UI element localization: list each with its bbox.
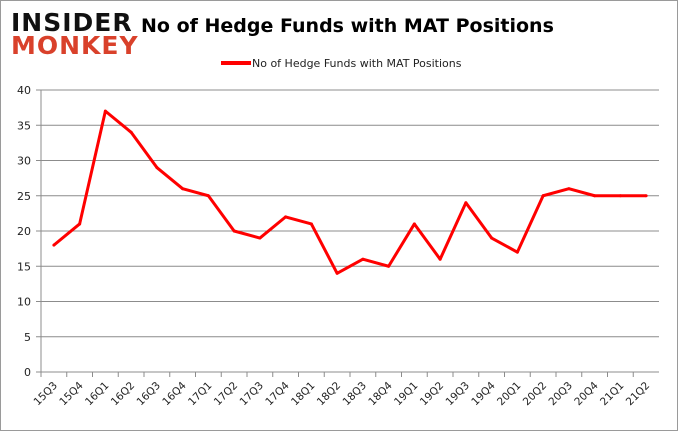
logo-monkey: MONKEY (11, 31, 139, 60)
x-tick-label: 18Q3 (340, 380, 369, 409)
y-tick-label: 0 (24, 366, 31, 379)
data-point (567, 187, 571, 191)
data-point (206, 194, 210, 198)
x-tick-label: 20Q2 (521, 380, 550, 409)
logo-insider: INSIDER (11, 8, 133, 37)
y-tick-label: 10 (17, 296, 31, 309)
x-tick-label: 17Q1 (186, 380, 215, 409)
data-point (309, 222, 313, 226)
x-tick-label: 19Q3 (443, 380, 472, 409)
legend-label: No of Hedge Funds with MAT Positions (252, 57, 462, 70)
x-tick-label: 17Q3 (237, 380, 266, 409)
x-tick-label: 15Q3 (31, 380, 60, 409)
data-point (541, 194, 545, 198)
y-tick-label: 25 (17, 190, 31, 203)
x-tick-label: 17Q2 (212, 380, 241, 409)
x-tick-label: 21Q1 (598, 380, 627, 409)
data-point (490, 236, 494, 240)
x-tick-label: 16Q1 (83, 380, 112, 409)
data-point (464, 201, 468, 205)
x-tick-label: 16Q3 (134, 380, 163, 409)
data-point (438, 257, 442, 261)
y-tick-label: 5 (24, 331, 31, 344)
chart-title: No of Hedge Funds with MAT Positions (141, 15, 554, 37)
x-tick-label: 19Q1 (392, 380, 421, 409)
x-tick-label: 16Q2 (109, 380, 138, 409)
data-point (155, 166, 159, 170)
data-point (361, 257, 365, 261)
y-tick-label: 35 (17, 119, 31, 132)
x-tick-label: 18Q2 (315, 380, 344, 409)
data-point (515, 250, 519, 254)
y-tick-label: 40 (17, 84, 31, 97)
data-point (644, 194, 648, 198)
y-tick-label: 15 (17, 260, 31, 273)
x-tick-label: 18Q4 (366, 379, 395, 408)
data-point (593, 194, 597, 198)
x-tick-label: 19Q4 (469, 379, 498, 408)
data-point (618, 194, 622, 198)
data-point (181, 187, 185, 191)
data-point (412, 222, 416, 226)
data-point (232, 229, 236, 233)
y-tick-label: 20 (17, 225, 31, 238)
x-tick-label: 20Q4 (572, 379, 601, 408)
data-point (52, 243, 56, 247)
data-point (335, 271, 339, 275)
series-line (52, 109, 647, 275)
data-point (387, 264, 391, 268)
y-tick-label: 30 (17, 155, 31, 168)
data-point (284, 215, 288, 219)
x-tick-label: 18Q1 (289, 380, 318, 409)
x-tick-label: 17Q4 (263, 379, 292, 408)
x-tick-label: 20Q3 (546, 380, 575, 409)
data-point (129, 130, 133, 134)
x-tick-label: 19Q2 (418, 380, 447, 409)
x-tick-label: 15Q4 (57, 379, 86, 408)
x-tick-label: 20Q1 (495, 380, 524, 409)
data-point (103, 109, 107, 113)
data-point (78, 222, 82, 226)
x-tick-label: 16Q4 (160, 379, 189, 408)
data-point (258, 236, 262, 240)
x-tick-label: 21Q2 (624, 380, 653, 409)
